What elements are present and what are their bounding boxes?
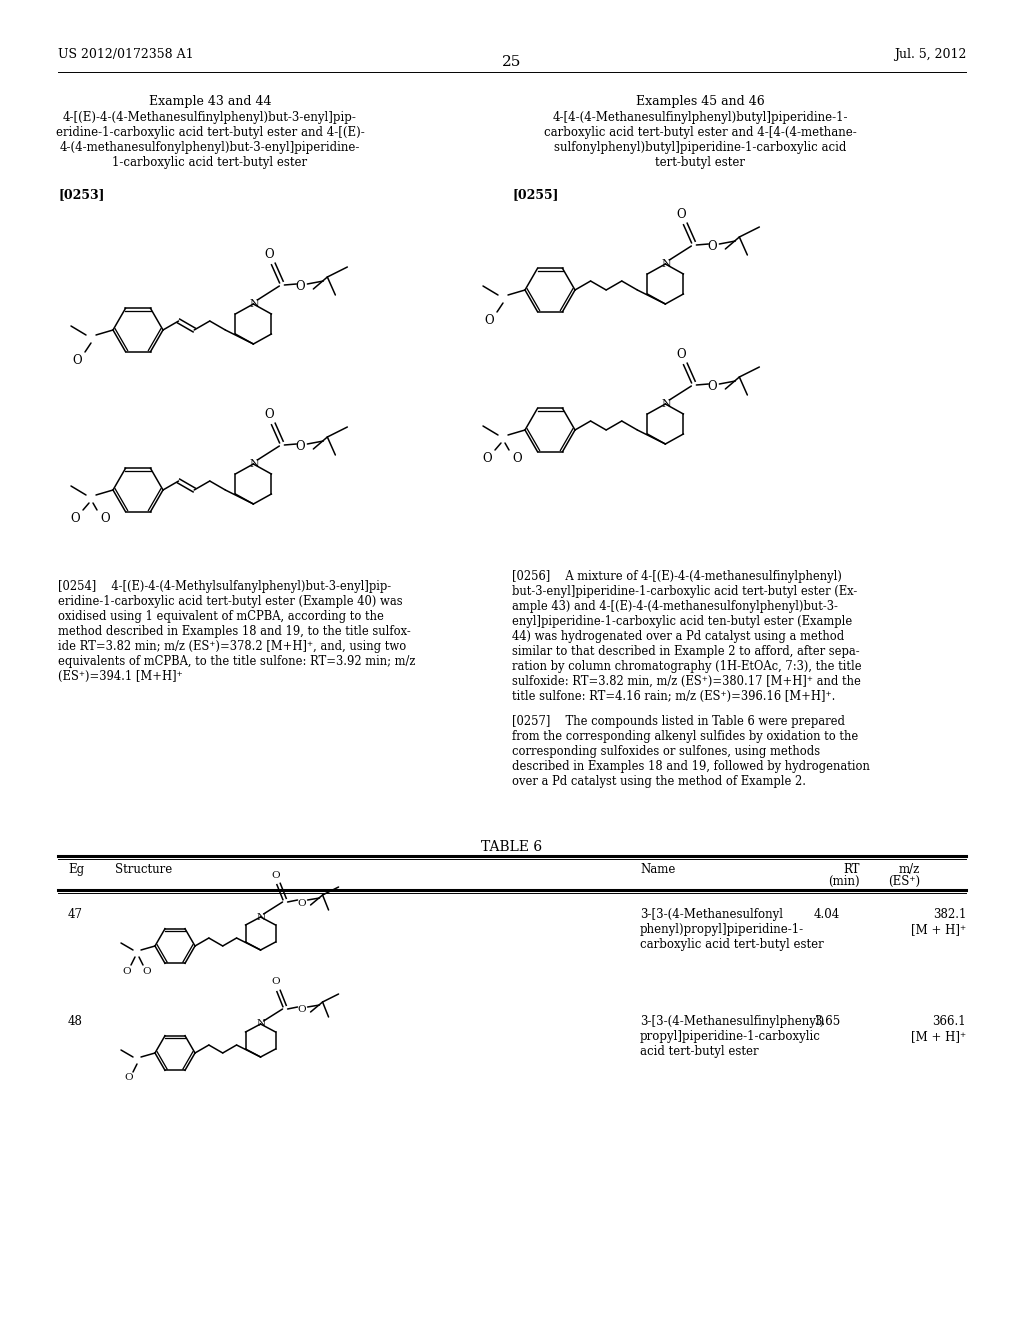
Text: O: O — [297, 899, 306, 908]
Text: O: O — [296, 281, 305, 293]
Text: [0253]: [0253] — [58, 187, 104, 201]
Text: 366.1
[M + H]⁺: 366.1 [M + H]⁺ — [911, 1015, 966, 1043]
Text: O: O — [512, 451, 522, 465]
Text: 4-[(E)-4-(4-Methanesulfinylphenyl)but-3-enyl]pip-
eridine-1-carboxylic acid tert: 4-[(E)-4-(4-Methanesulfinylphenyl)but-3-… — [55, 111, 365, 169]
Text: US 2012/0172358 A1: US 2012/0172358 A1 — [58, 48, 194, 61]
Text: (min): (min) — [828, 875, 860, 888]
Text: 48: 48 — [68, 1015, 83, 1028]
Text: [0256]  A mixture of 4-[(E)-4-(4-methanesulfinylphenyl)
but-3-enyl]piperidine-1-: [0256] A mixture of 4-[(E)-4-(4-methanes… — [512, 570, 861, 704]
Text: N: N — [257, 912, 266, 921]
Text: O: O — [71, 511, 80, 524]
Text: Structure: Structure — [115, 863, 172, 876]
Text: 3.65: 3.65 — [814, 1015, 840, 1028]
Text: N: N — [257, 1019, 266, 1028]
Text: m/z: m/z — [899, 863, 920, 876]
Text: O: O — [264, 408, 274, 421]
Text: Eg: Eg — [68, 863, 84, 876]
Text: 3-[3-(4-Methanesulfonyl
phenyl)propyl]piperidine-1-
carboxylic acid tert-butyl e: 3-[3-(4-Methanesulfonyl phenyl)propyl]pi… — [640, 908, 823, 950]
Text: N: N — [250, 459, 259, 469]
Text: 3-[3-(4-Methanesulfinylphenyl)
propyl]piperidine-1-carboxylic
acid tert-butyl es: 3-[3-(4-Methanesulfinylphenyl) propyl]pi… — [640, 1015, 824, 1059]
Text: O: O — [484, 314, 494, 326]
Text: Example 43 and 44: Example 43 and 44 — [148, 95, 271, 108]
Text: RT: RT — [844, 863, 860, 876]
Text: O: O — [142, 966, 152, 975]
Text: 25: 25 — [503, 55, 521, 69]
Text: O: O — [123, 966, 131, 975]
Text: [0254]  4-[(E)-4-(4-Methylsulfanylphenyl)but-3-enyl]pip-
eridine-1-carboxylic ac: [0254] 4-[(E)-4-(4-Methylsulfanylphenyl)… — [58, 579, 416, 682]
Text: [0255]: [0255] — [512, 187, 558, 201]
Text: N: N — [662, 259, 671, 269]
Text: O: O — [125, 1073, 133, 1082]
Text: 4-[4-(4-Methanesulfinylphenyl)butyl]piperidine-1-
carboxylic acid tert-butyl est: 4-[4-(4-Methanesulfinylphenyl)butyl]pipe… — [544, 111, 856, 169]
Text: O: O — [708, 240, 717, 253]
Text: O: O — [482, 451, 492, 465]
Text: [0257]  The compounds listed in Table 6 were prepared
from the corresponding alk: [0257] The compounds listed in Table 6 w… — [512, 715, 869, 788]
Text: Examples 45 and 46: Examples 45 and 46 — [636, 95, 764, 108]
Text: O: O — [677, 207, 686, 220]
Text: 47: 47 — [68, 908, 83, 921]
Text: TABLE 6: TABLE 6 — [481, 840, 543, 854]
Text: Jul. 5, 2012: Jul. 5, 2012 — [894, 48, 966, 61]
Text: O: O — [264, 248, 274, 260]
Text: Name: Name — [640, 863, 676, 876]
Text: 382.1
[M + H]⁺: 382.1 [M + H]⁺ — [911, 908, 966, 936]
Text: 4.04: 4.04 — [814, 908, 840, 921]
Text: O: O — [271, 978, 280, 986]
Text: O: O — [271, 870, 280, 879]
Text: (ES⁺): (ES⁺) — [888, 875, 920, 888]
Text: O: O — [297, 1006, 306, 1015]
Text: O: O — [72, 354, 82, 367]
Text: N: N — [662, 399, 671, 409]
Text: N: N — [250, 300, 259, 309]
Text: O: O — [708, 380, 717, 393]
Text: O: O — [100, 511, 110, 524]
Text: O: O — [296, 441, 305, 454]
Text: O: O — [677, 347, 686, 360]
